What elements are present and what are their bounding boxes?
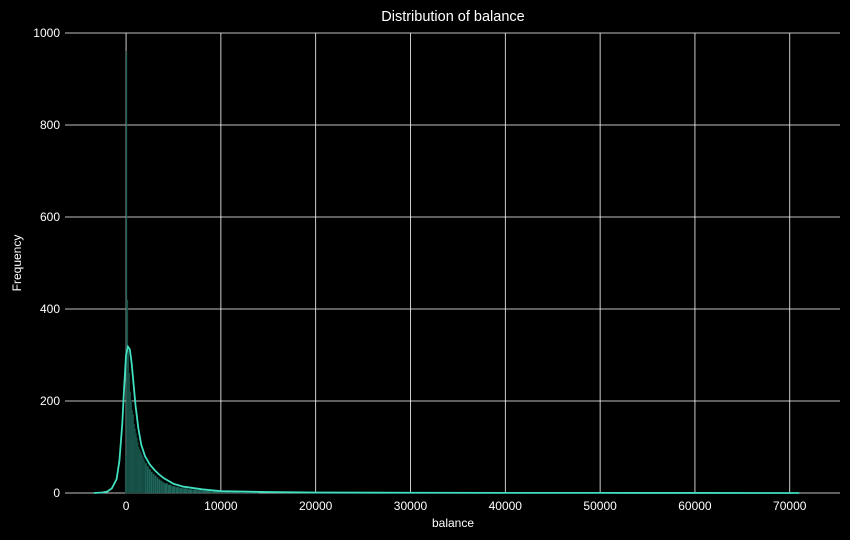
histogram-bar (161, 481, 165, 494)
x-tick-label: 20000 (299, 499, 333, 513)
y-tick-labels: 0 200 400 600 800 1000 (33, 26, 60, 500)
histogram-bar (152, 473, 155, 494)
x-tick-label: 70000 (773, 499, 807, 513)
histogram-bar (201, 490, 212, 494)
x-axis-title: balance (432, 516, 474, 530)
y-tick-label: 400 (40, 302, 60, 316)
histogram-bar (154, 475, 157, 494)
chart-title: Distribution of balance (381, 9, 524, 25)
histogram-bar (163, 483, 168, 494)
x-tick-labels: 0 10000 20000 30000 40000 50000 60000 70000 (123, 499, 807, 513)
x-tick-label: 10000 (204, 499, 238, 513)
x-tick-label: 50000 (583, 499, 617, 513)
histogram-bar (171, 485, 176, 494)
histogram-bar (192, 489, 198, 494)
y-tick-label: 200 (40, 394, 60, 408)
y-tick-label: 800 (40, 118, 60, 132)
histogram-bar (156, 477, 159, 494)
histogram-bar (150, 471, 153, 494)
x-tick-label: 30000 (394, 499, 428, 513)
y-axis-title: Frequency (10, 235, 24, 292)
histogram-bar (144, 462, 148, 494)
histogram-bars (124, 51, 259, 494)
x-tick-label: 60000 (678, 499, 712, 513)
x-tick-label: 40000 (489, 499, 523, 513)
histogram-bar (167, 484, 172, 494)
histogram-bar (148, 468, 151, 494)
histogram-bar (196, 490, 203, 494)
y-tick-label: 1000 (33, 26, 60, 40)
histogram-bar (146, 466, 150, 494)
histogram-bar (158, 479, 161, 494)
y-tick-label: 0 (53, 486, 60, 500)
histogram-bar (125, 51, 128, 494)
histogram-bar (187, 489, 193, 494)
histogram-bar (182, 488, 188, 494)
histogram-bar (159, 480, 163, 494)
y-tick-label: 600 (40, 210, 60, 224)
histogram-bar (178, 487, 184, 494)
x-tick-label: 0 (123, 499, 130, 513)
histogram-bar (175, 486, 180, 494)
kde-curve (93, 344, 800, 494)
